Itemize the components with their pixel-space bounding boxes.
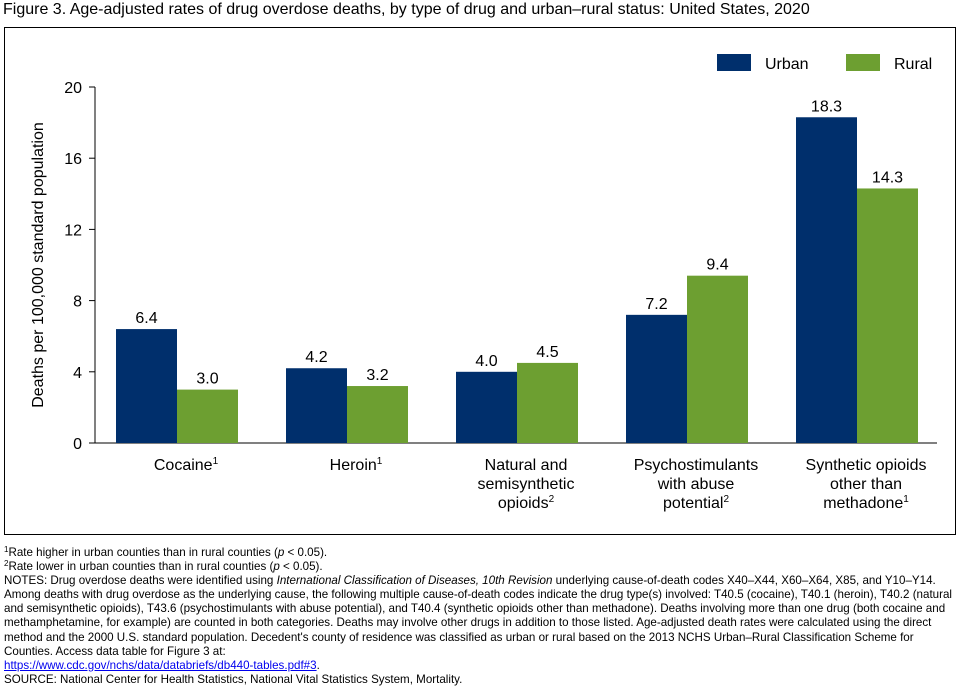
category-footnote-marker: 1 — [377, 456, 383, 467]
bar-chart: Deaths per 100,000 standard population 0 4… — [30, 54, 937, 512]
x-category-label: potential2 — [663, 494, 730, 512]
chart-frame: Deaths per 100,000 standard population 0 4… — [4, 27, 956, 535]
bar-value-label: 9.4 — [706, 257, 728, 274]
y-tick-label: 16 — [64, 151, 82, 168]
bar-urban — [626, 314, 687, 443]
bar-urban — [456, 371, 517, 443]
bar-urban — [796, 117, 857, 443]
category-footnote-marker: 2 — [549, 494, 555, 505]
footnotes: 1Rate higher in urban counties than in r… — [4, 546, 956, 687]
bar-value-label: 6.4 — [135, 310, 157, 327]
legend-label-rural: Rural — [894, 56, 932, 73]
data-table-link[interactable]: https://www.cdc.gov/nchs/data/databriefs… — [4, 658, 317, 672]
notes-text: NOTES: Drug overdose deaths were identif… — [4, 574, 953, 672]
bar-rural — [687, 275, 748, 443]
x-category-label: Cocaine1 — [154, 456, 219, 474]
x-category-label: Natural and — [485, 457, 568, 474]
bar-value-label: 4.2 — [305, 349, 327, 366]
category-footnote-marker: 1 — [213, 456, 219, 467]
y-tick-label: 4 — [73, 365, 82, 382]
legend-swatch-urban — [717, 54, 751, 71]
bar-urban — [286, 368, 347, 443]
source-text: SOURCE: National Center for Health Stati… — [4, 672, 463, 686]
figure-title: Figure 3. Age-adjusted rates of drug ove… — [3, 1, 810, 18]
x-category-label: opioids2 — [498, 494, 555, 512]
x-category-label: methadone1 — [823, 494, 909, 512]
footnote-2: 2Rate lower in urban counties than in ru… — [4, 559, 323, 574]
legend-label-urban: Urban — [765, 56, 809, 73]
bar-value-label: 7.2 — [645, 296, 667, 313]
bar-rural — [347, 386, 408, 443]
bar-value-label: 3.0 — [196, 371, 218, 388]
category-footnote-marker: 2 — [723, 494, 729, 505]
bar-value-label: 4.0 — [475, 353, 497, 370]
bar-value-label: 18.3 — [811, 98, 842, 115]
footnote-1: 1Rate higher in urban counties than in r… — [4, 545, 328, 560]
x-category-label: other than — [830, 476, 902, 493]
y-tick-label: 20 — [64, 80, 82, 97]
bar-value-label: 4.5 — [536, 344, 558, 361]
category-footnote-marker: 1 — [903, 494, 909, 505]
bar-rural — [177, 389, 238, 443]
x-category-label: Psychostimulants — [634, 457, 759, 474]
y-tick-label: 12 — [64, 222, 82, 239]
x-category-label: Synthetic opioids — [806, 457, 927, 474]
bar-urban — [116, 329, 177, 443]
x-category-label: semisynthetic — [478, 476, 575, 493]
bar-value-label: 3.2 — [366, 367, 388, 384]
x-category-label: with abuse — [657, 476, 735, 493]
y-tick-label: 8 — [73, 294, 82, 311]
y-tick-label: 0 — [73, 436, 82, 453]
bar-value-label: 14.3 — [872, 169, 903, 186]
bar-rural — [857, 188, 918, 443]
bar-rural — [517, 362, 578, 443]
legend-swatch-rural — [846, 54, 880, 71]
y-axis-label: Deaths per 100,000 standard population — [30, 122, 47, 408]
x-category-label: Heroin1 — [330, 456, 383, 474]
